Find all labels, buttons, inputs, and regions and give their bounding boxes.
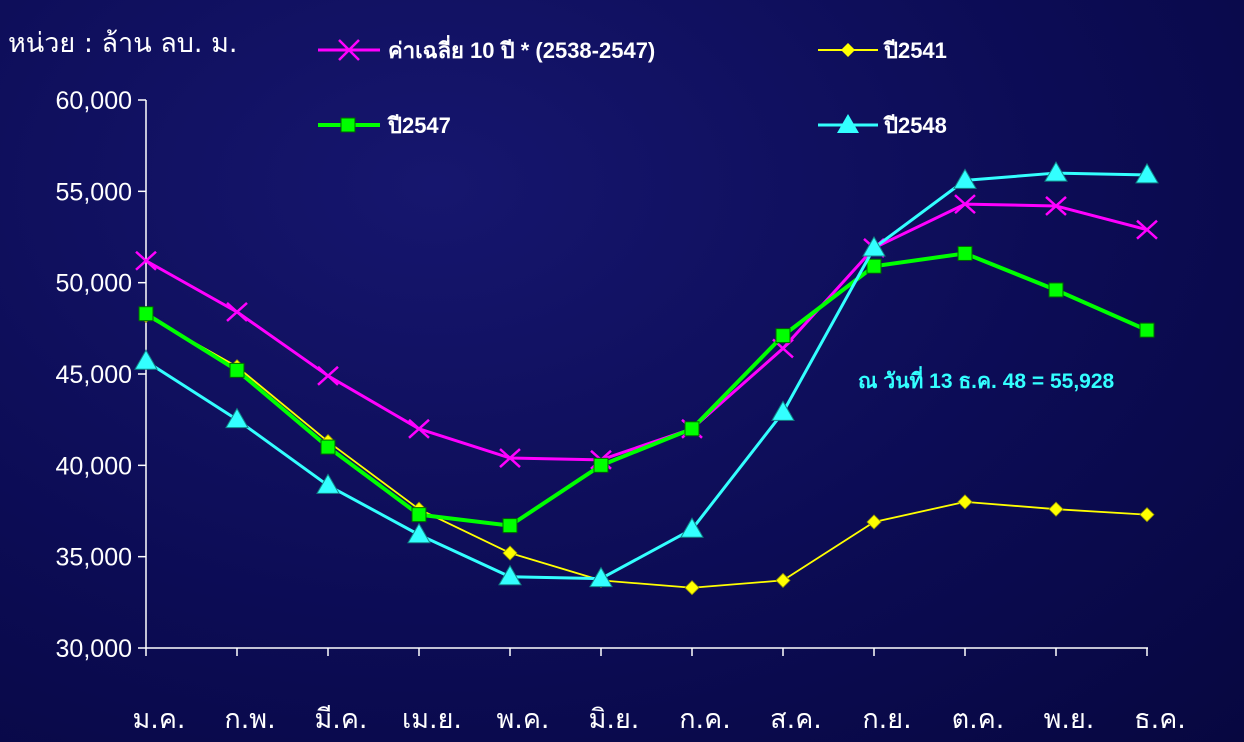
data-point (862, 235, 886, 257)
x-tick-label: ธ.ค. (1134, 704, 1186, 735)
data-point (499, 448, 521, 468)
data-point (316, 473, 340, 494)
x-tick-label: พ.ย. (1044, 704, 1095, 735)
x-axis-ticks: ม.ค. ก.พ. มี.ค. เม.ย. พ.ค. มิ.ย. ก.ค. ส.ค. ก.ย. ต… (132, 648, 1186, 735)
unit-label: หน่วย : ล้าน ลบ. ม. (8, 28, 237, 59)
data-point (1045, 196, 1067, 216)
data-point (225, 407, 249, 429)
data-point (1048, 282, 1064, 298)
data-point (134, 349, 158, 370)
data-point (502, 518, 518, 534)
data-point (684, 421, 700, 437)
series-line (145, 171, 1148, 581)
legend-item-2547: ปี2547 (318, 113, 451, 138)
legend-label-2548: ปี2548 (883, 113, 947, 138)
y-tick-label: 60,000 (56, 87, 132, 115)
data-point (411, 507, 427, 523)
x-tick-label: มี.ค. (314, 704, 367, 735)
y-tick-label: 40,000 (56, 452, 132, 480)
data-point (498, 564, 522, 586)
data-point (680, 517, 704, 538)
data-point (502, 545, 518, 561)
legend-marker-triangle-icon (837, 114, 859, 133)
data-point (589, 566, 613, 588)
data-point (407, 522, 431, 544)
x-tick-label: ก.ย. (862, 704, 911, 735)
series-line (144, 251, 1148, 528)
series-4 (134, 161, 1159, 588)
data-point (226, 301, 248, 322)
legend-marker-diamond-icon (841, 43, 855, 57)
data-point (1048, 501, 1064, 517)
legend: ค่าเฉลี่ย 10 ปี * (2538-2547) ปี2541 ปี2… (318, 34, 947, 138)
data-point (135, 250, 157, 271)
data-point (775, 572, 791, 588)
data-point (317, 365, 339, 386)
series-layer (134, 161, 1159, 596)
legend-label-2541: ปี2541 (883, 38, 947, 63)
legend-item-2548: ปี2548 (818, 113, 947, 138)
data-point (1044, 161, 1068, 182)
data-point (957, 245, 973, 261)
x-tick-label: เม.ย. (402, 704, 462, 735)
x-tick-label: ต.ค. (952, 704, 1005, 735)
y-tick-label: 45,000 (56, 361, 132, 389)
data-point (953, 168, 977, 189)
data-point (954, 194, 976, 215)
legend-marker-x-icon (338, 39, 360, 61)
series-line (145, 202, 1148, 462)
series-line (145, 314, 1148, 589)
x-tick-label: ก.พ. (224, 704, 275, 735)
legend-item-2541: ปี2541 (818, 38, 947, 63)
y-tick-label: 30,000 (56, 635, 132, 663)
x-tick-label: ม.ค. (132, 704, 185, 735)
data-point (957, 494, 973, 510)
annotation-latest-value: ณ วันที่ 13 ธ.ค. 48 = 55,928 (858, 365, 1115, 393)
x-tick-label: มิ.ย. (589, 704, 640, 735)
data-point (1139, 507, 1155, 523)
y-tick-label: 55,000 (56, 178, 132, 206)
x-tick-label: ส.ค. (770, 704, 822, 735)
data-point (320, 439, 336, 455)
data-point (866, 514, 882, 530)
legend-marker-square-icon (340, 117, 356, 133)
legend-item-avg10: ค่าเฉลี่ย 10 ปี * (2538-2547) (318, 34, 655, 63)
data-point (138, 306, 154, 322)
legend-label-avg10: ค่าเฉลี่ย 10 ปี * (2538-2547) (388, 34, 655, 63)
data-point (1135, 162, 1159, 184)
data-point (771, 400, 795, 421)
y-axis-ticks: 30,000 35,000 40,000 45,000 50,000 55,000 60,0… (56, 87, 146, 663)
data-point (775, 328, 791, 344)
data-point (866, 258, 882, 274)
data-point (593, 457, 609, 473)
x-tick-label: พ.ค. (496, 704, 549, 735)
y-tick-label: 35,000 (56, 544, 132, 572)
data-point (229, 362, 245, 378)
data-point (1136, 219, 1158, 240)
x-tick-label: ก.ค. (679, 704, 731, 735)
legend-label-2547: ปี2547 (387, 113, 451, 138)
series-3 (138, 245, 1155, 534)
data-point (684, 580, 700, 596)
data-point (1139, 322, 1155, 338)
series-1 (135, 194, 1158, 470)
data-point (408, 418, 430, 439)
y-tick-label: 50,000 (56, 270, 132, 298)
